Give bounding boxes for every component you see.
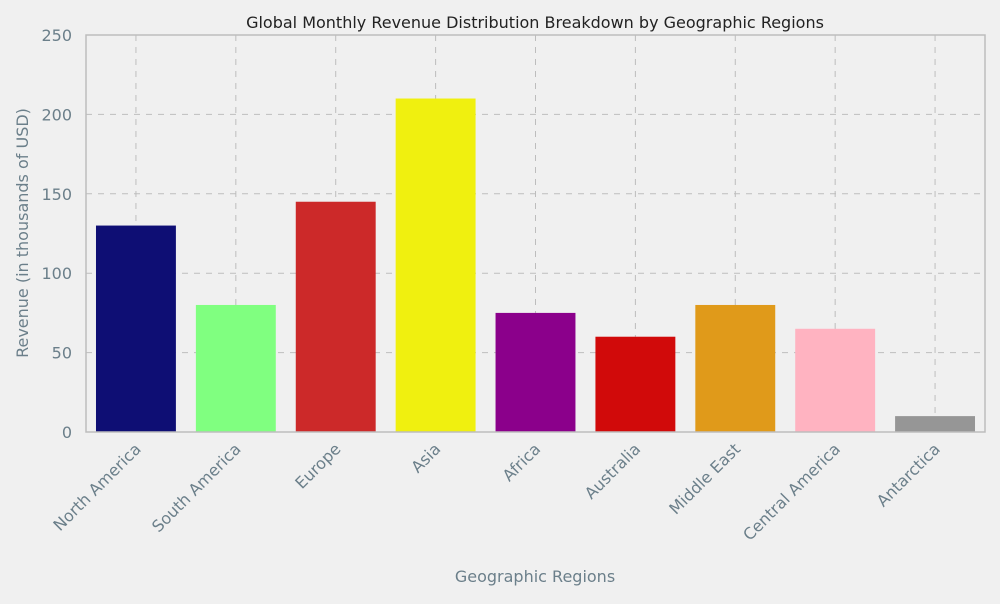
tick-layer: 0 50 100 150 200 250 North America South Americ… <box>41 26 943 544</box>
y-axis-label: Revenue (in thousands of USD) <box>13 108 32 358</box>
bar-middle-east <box>695 304 776 432</box>
bar-north-america <box>95 225 176 432</box>
bar-africa <box>495 312 576 432</box>
y-tick-label: 200 <box>41 105 72 124</box>
x-tick-label: Middle East <box>665 439 744 518</box>
x-tick-label: Australia <box>581 439 644 502</box>
bar-layer <box>95 98 976 433</box>
bar-antarctica <box>895 416 976 432</box>
bar-asia <box>395 98 476 433</box>
y-tick-label: 50 <box>52 344 72 363</box>
x-tick-label: Asia <box>407 439 444 476</box>
x-tick-label: Africa <box>499 439 545 485</box>
y-tick-label: 100 <box>41 264 72 283</box>
bar-south-america <box>195 304 276 432</box>
x-tick-label: North America <box>49 439 144 534</box>
x-tick-label: Antarctica <box>873 439 944 510</box>
chart-title: Global Monthly Revenue Distribution Brea… <box>246 13 824 32</box>
y-tick-label: 150 <box>41 185 72 204</box>
y-tick-label: 0 <box>62 423 72 442</box>
x-tick-label: Central America <box>739 439 844 544</box>
x-tick-label: South America <box>148 439 245 536</box>
x-axis-label: Geographic Regions <box>455 567 615 586</box>
y-tick-label: 250 <box>41 26 72 45</box>
plot-frame <box>85 34 986 433</box>
bar-europe <box>295 201 376 432</box>
bar-central-america <box>795 328 876 432</box>
bar-australia <box>595 336 676 432</box>
x-tick-label: Europe <box>291 439 344 492</box>
